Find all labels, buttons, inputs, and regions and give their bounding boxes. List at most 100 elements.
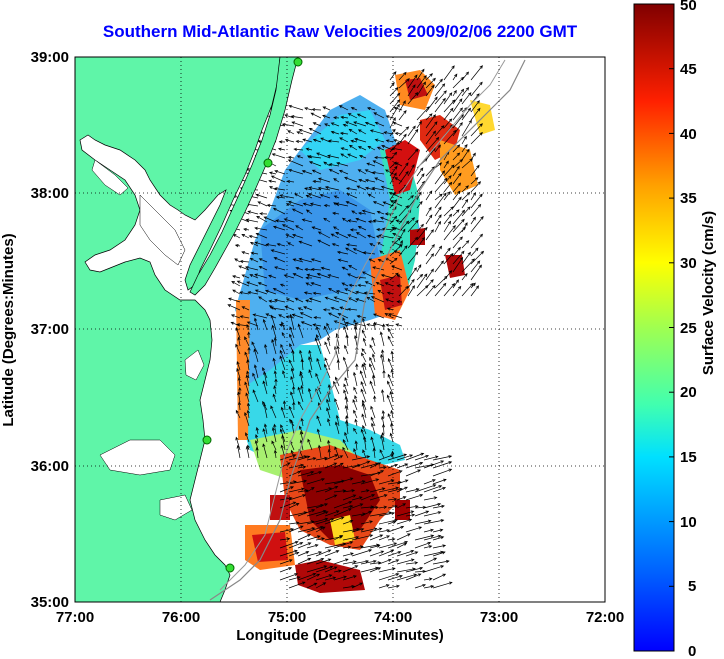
velocity-arrow xyxy=(470,164,480,177)
velocity-arrow xyxy=(380,185,394,191)
velocity-arrow xyxy=(470,247,479,257)
radar-station-marker xyxy=(202,435,212,445)
velocity-arrow xyxy=(373,321,377,331)
velocity-arrow xyxy=(244,411,250,427)
velocity-arrow xyxy=(423,460,445,469)
velocity-arrow xyxy=(389,432,394,443)
velocity-arrow xyxy=(407,285,415,297)
velocity-arrow xyxy=(344,404,349,419)
velocity-arrow xyxy=(443,65,455,81)
velocity-arrow xyxy=(327,439,331,451)
velocity-arrow xyxy=(246,402,251,411)
velocity-arrow xyxy=(271,338,277,355)
velocity-arrow xyxy=(264,343,268,355)
velocity-arrow xyxy=(297,542,312,549)
velocity-arrow xyxy=(323,204,331,208)
velocity-arrow xyxy=(452,256,464,273)
velocity-arrow xyxy=(343,389,349,403)
velocity-arrow xyxy=(414,534,435,541)
velocity-arrow xyxy=(407,74,418,89)
velocity-arrow xyxy=(425,243,435,257)
velocity-arrow xyxy=(387,584,400,589)
velocity-arrow xyxy=(330,130,340,135)
velocity-arrow xyxy=(470,233,483,249)
velocity-arrow xyxy=(316,415,322,427)
velocity-arrow xyxy=(387,313,403,319)
velocity-arrow xyxy=(432,504,445,509)
velocity-arrow xyxy=(243,227,250,232)
velocity-arrow xyxy=(345,201,358,207)
velocity-arrow xyxy=(333,116,340,120)
velocity-arrow xyxy=(340,115,349,119)
velocity-arrow xyxy=(414,583,427,589)
velocity-arrow xyxy=(278,140,286,144)
velocity-arrow xyxy=(234,244,241,248)
velocity-arrow xyxy=(416,106,430,121)
velocity-arrow xyxy=(333,575,347,581)
velocity-arrow xyxy=(305,194,313,199)
velocity-arrow xyxy=(461,148,470,161)
velocity-arrow xyxy=(405,526,423,533)
velocity-arrow xyxy=(376,241,385,247)
velocity-arrow xyxy=(443,191,451,201)
velocity-arrow xyxy=(434,90,447,105)
velocity-arrow xyxy=(362,337,367,347)
velocity-arrow xyxy=(398,170,409,185)
velocity-arrow xyxy=(416,284,429,297)
velocity-arrow xyxy=(272,207,286,215)
velocity-arrow xyxy=(367,220,376,224)
velocity-arrow xyxy=(291,121,304,127)
velocity-arrow xyxy=(355,232,367,239)
velocity-arrow xyxy=(288,479,308,485)
velocity-arrow xyxy=(315,456,328,461)
velocity-arrow xyxy=(388,327,394,339)
velocity-arrow xyxy=(390,350,394,363)
velocity-arrow xyxy=(461,185,469,193)
velocity-arrow xyxy=(273,298,286,303)
velocity-arrow xyxy=(306,487,315,493)
velocity-arrow xyxy=(425,73,433,81)
velocity-arrow xyxy=(434,125,445,137)
velocity-arrow xyxy=(376,210,385,215)
velocity-arrow xyxy=(378,454,395,461)
radar-station-marker xyxy=(263,158,273,168)
velocity-arrow xyxy=(407,195,414,201)
velocity-arrow xyxy=(369,462,382,469)
velocity-arrow xyxy=(377,258,385,263)
velocity-arrow xyxy=(443,164,455,177)
velocity-arrow xyxy=(288,525,304,533)
velocity-arrow xyxy=(470,216,476,225)
velocity-arrow xyxy=(425,253,435,265)
velocity-arrow xyxy=(288,104,304,111)
velocity-arrow xyxy=(238,265,250,271)
velocity-arrow xyxy=(350,107,358,111)
velocity-arrow xyxy=(262,428,268,443)
velocity-arrow xyxy=(380,273,394,279)
velocity-arrow xyxy=(322,106,331,111)
velocity-arrow xyxy=(287,155,295,160)
velocity-arrow xyxy=(362,424,367,435)
velocity-arrow xyxy=(369,129,385,135)
velocity-arrow xyxy=(302,202,313,207)
velocity-arrow xyxy=(246,359,250,371)
velocity-arrow xyxy=(362,449,367,459)
velocity-arrow xyxy=(312,138,322,143)
velocity-arrow xyxy=(432,544,447,549)
velocity-arrow xyxy=(373,112,385,119)
velocity-arrow xyxy=(312,179,322,184)
velocity-arrow xyxy=(323,217,331,223)
velocity-arrow xyxy=(279,567,293,573)
velocity-arrow xyxy=(347,234,358,239)
velocity-arrow xyxy=(425,229,434,241)
velocity-arrow xyxy=(407,164,415,177)
colorbar-label: Surface Velocity (cm/s) xyxy=(700,211,717,375)
x-tick-label: 74:00 xyxy=(374,609,412,626)
velocity-arrow xyxy=(461,86,470,97)
velocity-arrow xyxy=(273,187,286,191)
velocity-arrow xyxy=(434,83,446,97)
velocity-arrow xyxy=(423,577,433,581)
velocity-arrow xyxy=(374,121,385,127)
velocity-arrow xyxy=(354,440,358,451)
velocity-arrow xyxy=(395,323,403,327)
velocity-arrow xyxy=(288,168,304,175)
